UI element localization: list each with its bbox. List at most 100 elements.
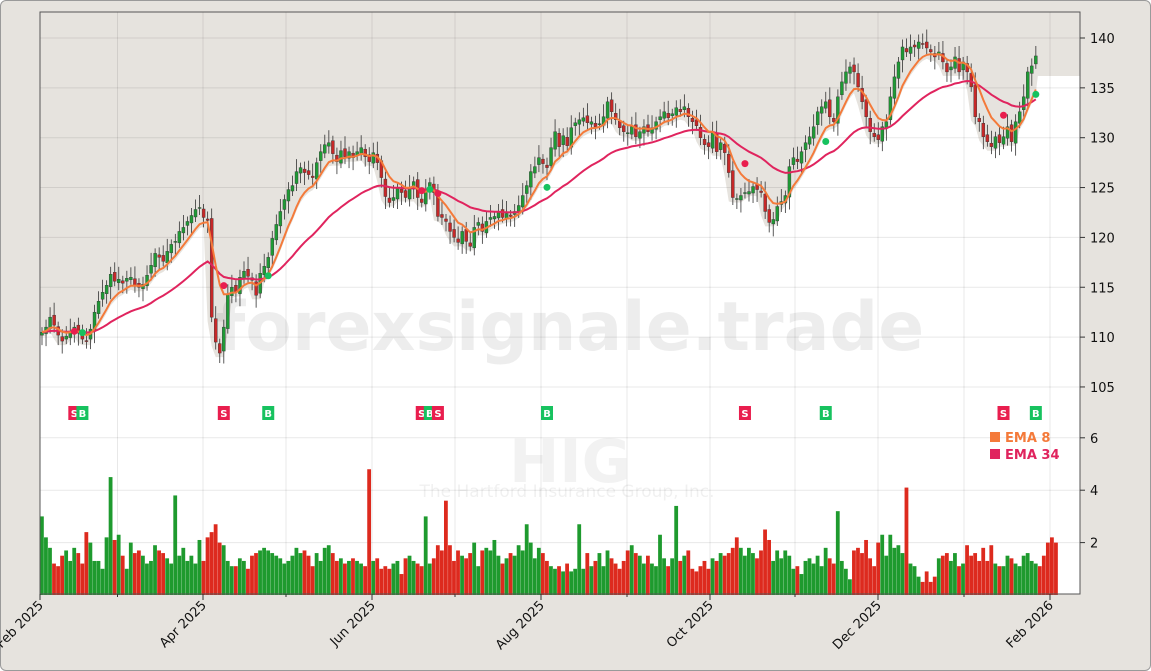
volume-bar [767,539,771,595]
volume-bar [916,576,921,595]
price-tick-label: 105 [1090,381,1115,396]
candle-body [953,56,957,69]
volume-bar [573,568,578,595]
volume-bar [965,545,969,595]
candle-body [597,123,602,125]
candle-body [201,208,206,218]
candle-body [803,142,808,150]
candle-body [848,66,852,74]
candle-body [282,199,287,210]
candle-body [480,223,485,232]
volume-bar [783,550,788,595]
volume-bar [977,560,982,595]
candle-body [925,41,929,49]
legend: EMA 8 EMA 34 [990,431,1060,463]
candle-body [690,118,695,122]
candle-body [799,151,804,164]
volume-bar [246,568,250,595]
volume-bar [524,524,529,595]
volume-bar [734,537,739,595]
volume-bar [597,553,602,595]
x-tick-label: Apr 2025 [157,598,210,651]
candle-body [807,136,812,145]
candle-body [387,197,392,203]
volume-bar [169,563,174,595]
volume-bar [254,553,258,595]
candle-body [500,209,505,218]
volume-bar [852,550,856,595]
volume-bar [201,560,206,595]
candle-body [185,221,190,226]
candle-body [254,281,258,296]
volume-bar [306,555,311,595]
volume-bar [347,560,351,595]
buy-signal-badge [262,406,275,420]
volume-bar [427,563,432,595]
candle-body [791,157,796,165]
volume-bar [835,511,840,595]
candle-body [993,136,998,149]
candle-body [335,154,339,162]
candle-body [121,280,125,284]
candle-body [969,73,973,88]
volume-bar [286,560,291,595]
x-tick-label: Dec 2025 [830,598,885,653]
volume-bar [924,571,929,595]
volume-bar [710,558,715,595]
price-tick-label: 120 [1090,231,1115,246]
volume-bar [193,563,198,595]
candle-body [529,171,533,188]
signal-label: B [1032,409,1040,420]
candle-body [662,111,666,119]
candle-body [230,287,234,296]
candle-body [900,46,905,61]
volume-bar [771,560,776,595]
sell-signal-badge [431,406,444,420]
candle-body [581,117,586,122]
volume-bar [334,560,339,595]
volume-bar [553,568,557,595]
volume-bar [795,566,800,595]
volume-bar [266,550,271,595]
volume-bar [221,545,226,595]
volume-bar [181,547,186,595]
candle-body [824,101,828,109]
candle-body [795,158,800,162]
volume-bar [157,550,161,595]
candle-body [868,118,872,132]
volume-bar [856,547,860,595]
volume-bar [189,555,194,595]
volume-bar [520,550,525,595]
candle-body [399,188,404,193]
x-tick-label: Feb 2025 [0,598,47,651]
volume-bar [233,566,238,595]
signal-label: S [71,409,78,420]
volume-bar [484,547,489,595]
volume-bar [605,550,610,595]
candle-body [912,44,917,48]
volume-bar [690,568,695,595]
volume-bar [120,555,125,595]
volume-bar [726,553,731,595]
volume-bar [338,558,343,595]
volume-bar [1025,553,1030,595]
candle-body [533,166,537,174]
volume-bar [528,542,533,595]
candle-body [274,224,279,241]
crossover-dot [741,160,749,168]
candle-body [989,142,994,147]
volume-bar [419,566,424,595]
volume-bar [876,542,881,595]
volume-bar [742,555,747,595]
candle-body [549,147,553,166]
volume-bar [868,558,872,595]
volume-bar [1050,537,1054,595]
crossover-dot [78,329,86,337]
candle-body [60,336,64,342]
volume-bar [225,560,230,595]
candle-body [448,222,452,232]
candle-body [832,118,836,122]
candle-body [310,175,315,178]
candle-body [108,274,113,287]
volume-bar [145,563,149,595]
